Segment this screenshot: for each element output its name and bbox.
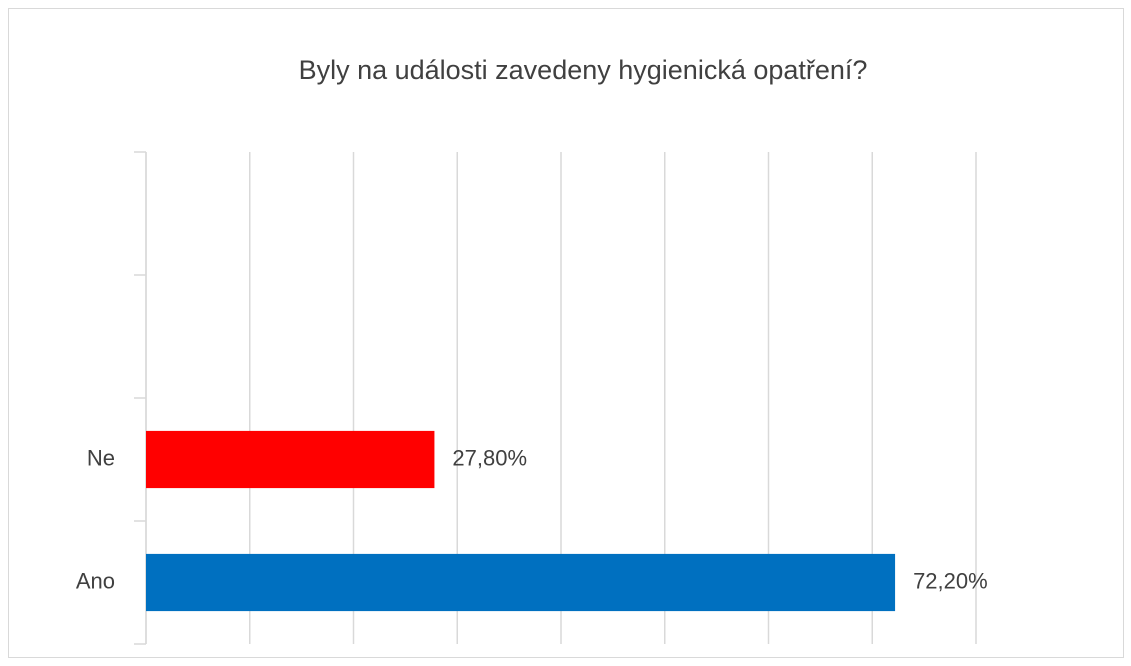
chart-border <box>8 8 1124 658</box>
bar <box>146 430 435 489</box>
data-label: 72,20% <box>913 568 988 593</box>
bar <box>146 553 896 612</box>
y-tick-label: Ne <box>87 445 115 470</box>
data-label: 27,80% <box>452 445 527 470</box>
chart-title: Byly na události zavedeny hygienická opa… <box>299 55 868 85</box>
y-tick-label: Ano <box>76 568 115 593</box>
